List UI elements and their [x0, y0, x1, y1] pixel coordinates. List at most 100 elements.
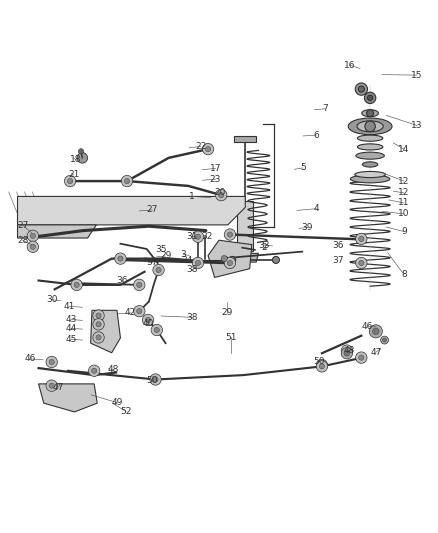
Circle shape — [49, 383, 54, 388]
Polygon shape — [91, 310, 120, 353]
Text: 31: 31 — [186, 232, 198, 241]
Circle shape — [358, 86, 364, 92]
Circle shape — [27, 230, 39, 241]
Circle shape — [134, 305, 145, 317]
Circle shape — [96, 322, 101, 327]
Text: 9: 9 — [401, 227, 407, 236]
Circle shape — [341, 348, 353, 359]
Text: 47: 47 — [52, 383, 64, 392]
Circle shape — [150, 374, 161, 385]
Text: 43: 43 — [65, 315, 77, 324]
Circle shape — [77, 152, 88, 163]
Circle shape — [223, 257, 229, 263]
Circle shape — [221, 255, 227, 262]
Circle shape — [96, 313, 101, 318]
Ellipse shape — [348, 118, 392, 135]
Circle shape — [74, 282, 79, 287]
Text: 12: 12 — [398, 189, 410, 197]
Text: 39: 39 — [302, 223, 313, 232]
Ellipse shape — [362, 110, 378, 117]
Text: 32: 32 — [201, 232, 212, 241]
Circle shape — [145, 317, 151, 322]
Text: 50: 50 — [313, 357, 325, 366]
Circle shape — [93, 310, 104, 321]
Circle shape — [153, 377, 158, 382]
Circle shape — [359, 236, 364, 241]
Circle shape — [341, 345, 353, 356]
Text: 20: 20 — [214, 188, 226, 197]
Circle shape — [359, 260, 364, 265]
Circle shape — [227, 260, 233, 265]
Circle shape — [192, 257, 204, 269]
Circle shape — [134, 279, 145, 290]
Circle shape — [71, 279, 82, 290]
Circle shape — [272, 256, 279, 263]
Circle shape — [46, 356, 57, 368]
Text: 5: 5 — [300, 164, 306, 173]
Bar — [237, 201, 253, 251]
Circle shape — [78, 149, 84, 154]
Text: 40: 40 — [142, 319, 154, 328]
Circle shape — [151, 324, 162, 336]
Circle shape — [88, 365, 100, 376]
Ellipse shape — [357, 135, 383, 141]
Circle shape — [319, 362, 325, 368]
Text: 16: 16 — [344, 61, 355, 69]
Circle shape — [195, 234, 201, 239]
Circle shape — [202, 143, 214, 155]
Text: 2: 2 — [261, 243, 266, 252]
Circle shape — [64, 175, 76, 187]
Text: 18: 18 — [70, 155, 81, 164]
Text: 48: 48 — [344, 346, 355, 354]
Text: 21: 21 — [68, 171, 79, 180]
Text: 37: 37 — [147, 258, 158, 267]
Text: 38: 38 — [186, 264, 198, 273]
Text: 15: 15 — [411, 70, 423, 79]
Circle shape — [316, 359, 328, 371]
Text: 17: 17 — [210, 164, 221, 173]
Circle shape — [27, 241, 39, 253]
Text: 38: 38 — [186, 313, 198, 322]
Text: 4: 4 — [314, 204, 319, 213]
Circle shape — [30, 244, 35, 249]
Text: 35: 35 — [155, 245, 167, 254]
Circle shape — [356, 352, 367, 364]
Text: 52: 52 — [120, 407, 132, 416]
Circle shape — [381, 336, 389, 344]
Text: 50: 50 — [147, 376, 158, 385]
Ellipse shape — [357, 121, 383, 132]
Circle shape — [67, 179, 73, 184]
Circle shape — [219, 192, 224, 198]
Circle shape — [355, 83, 367, 95]
Polygon shape — [39, 384, 97, 412]
Text: 7: 7 — [322, 104, 328, 114]
Circle shape — [137, 282, 142, 287]
Ellipse shape — [357, 144, 383, 150]
Text: 36: 36 — [116, 276, 127, 285]
Circle shape — [365, 121, 375, 132]
Circle shape — [154, 327, 159, 333]
Circle shape — [319, 364, 325, 369]
Circle shape — [30, 233, 35, 238]
Circle shape — [356, 233, 367, 245]
Polygon shape — [18, 225, 96, 238]
Text: 44: 44 — [65, 324, 77, 333]
Circle shape — [93, 319, 104, 330]
Polygon shape — [232, 253, 258, 262]
Circle shape — [356, 257, 367, 269]
Circle shape — [369, 325, 382, 338]
Text: 1: 1 — [189, 192, 195, 201]
Text: 14: 14 — [398, 144, 410, 154]
Circle shape — [224, 257, 236, 269]
Circle shape — [344, 350, 350, 356]
Circle shape — [359, 355, 364, 360]
Circle shape — [364, 92, 376, 103]
Circle shape — [367, 110, 374, 117]
Circle shape — [115, 253, 126, 264]
Circle shape — [372, 328, 379, 335]
Text: 28: 28 — [17, 236, 28, 245]
Circle shape — [124, 179, 130, 184]
Text: 27: 27 — [147, 206, 158, 214]
Circle shape — [93, 332, 104, 343]
Text: 27: 27 — [17, 221, 28, 230]
